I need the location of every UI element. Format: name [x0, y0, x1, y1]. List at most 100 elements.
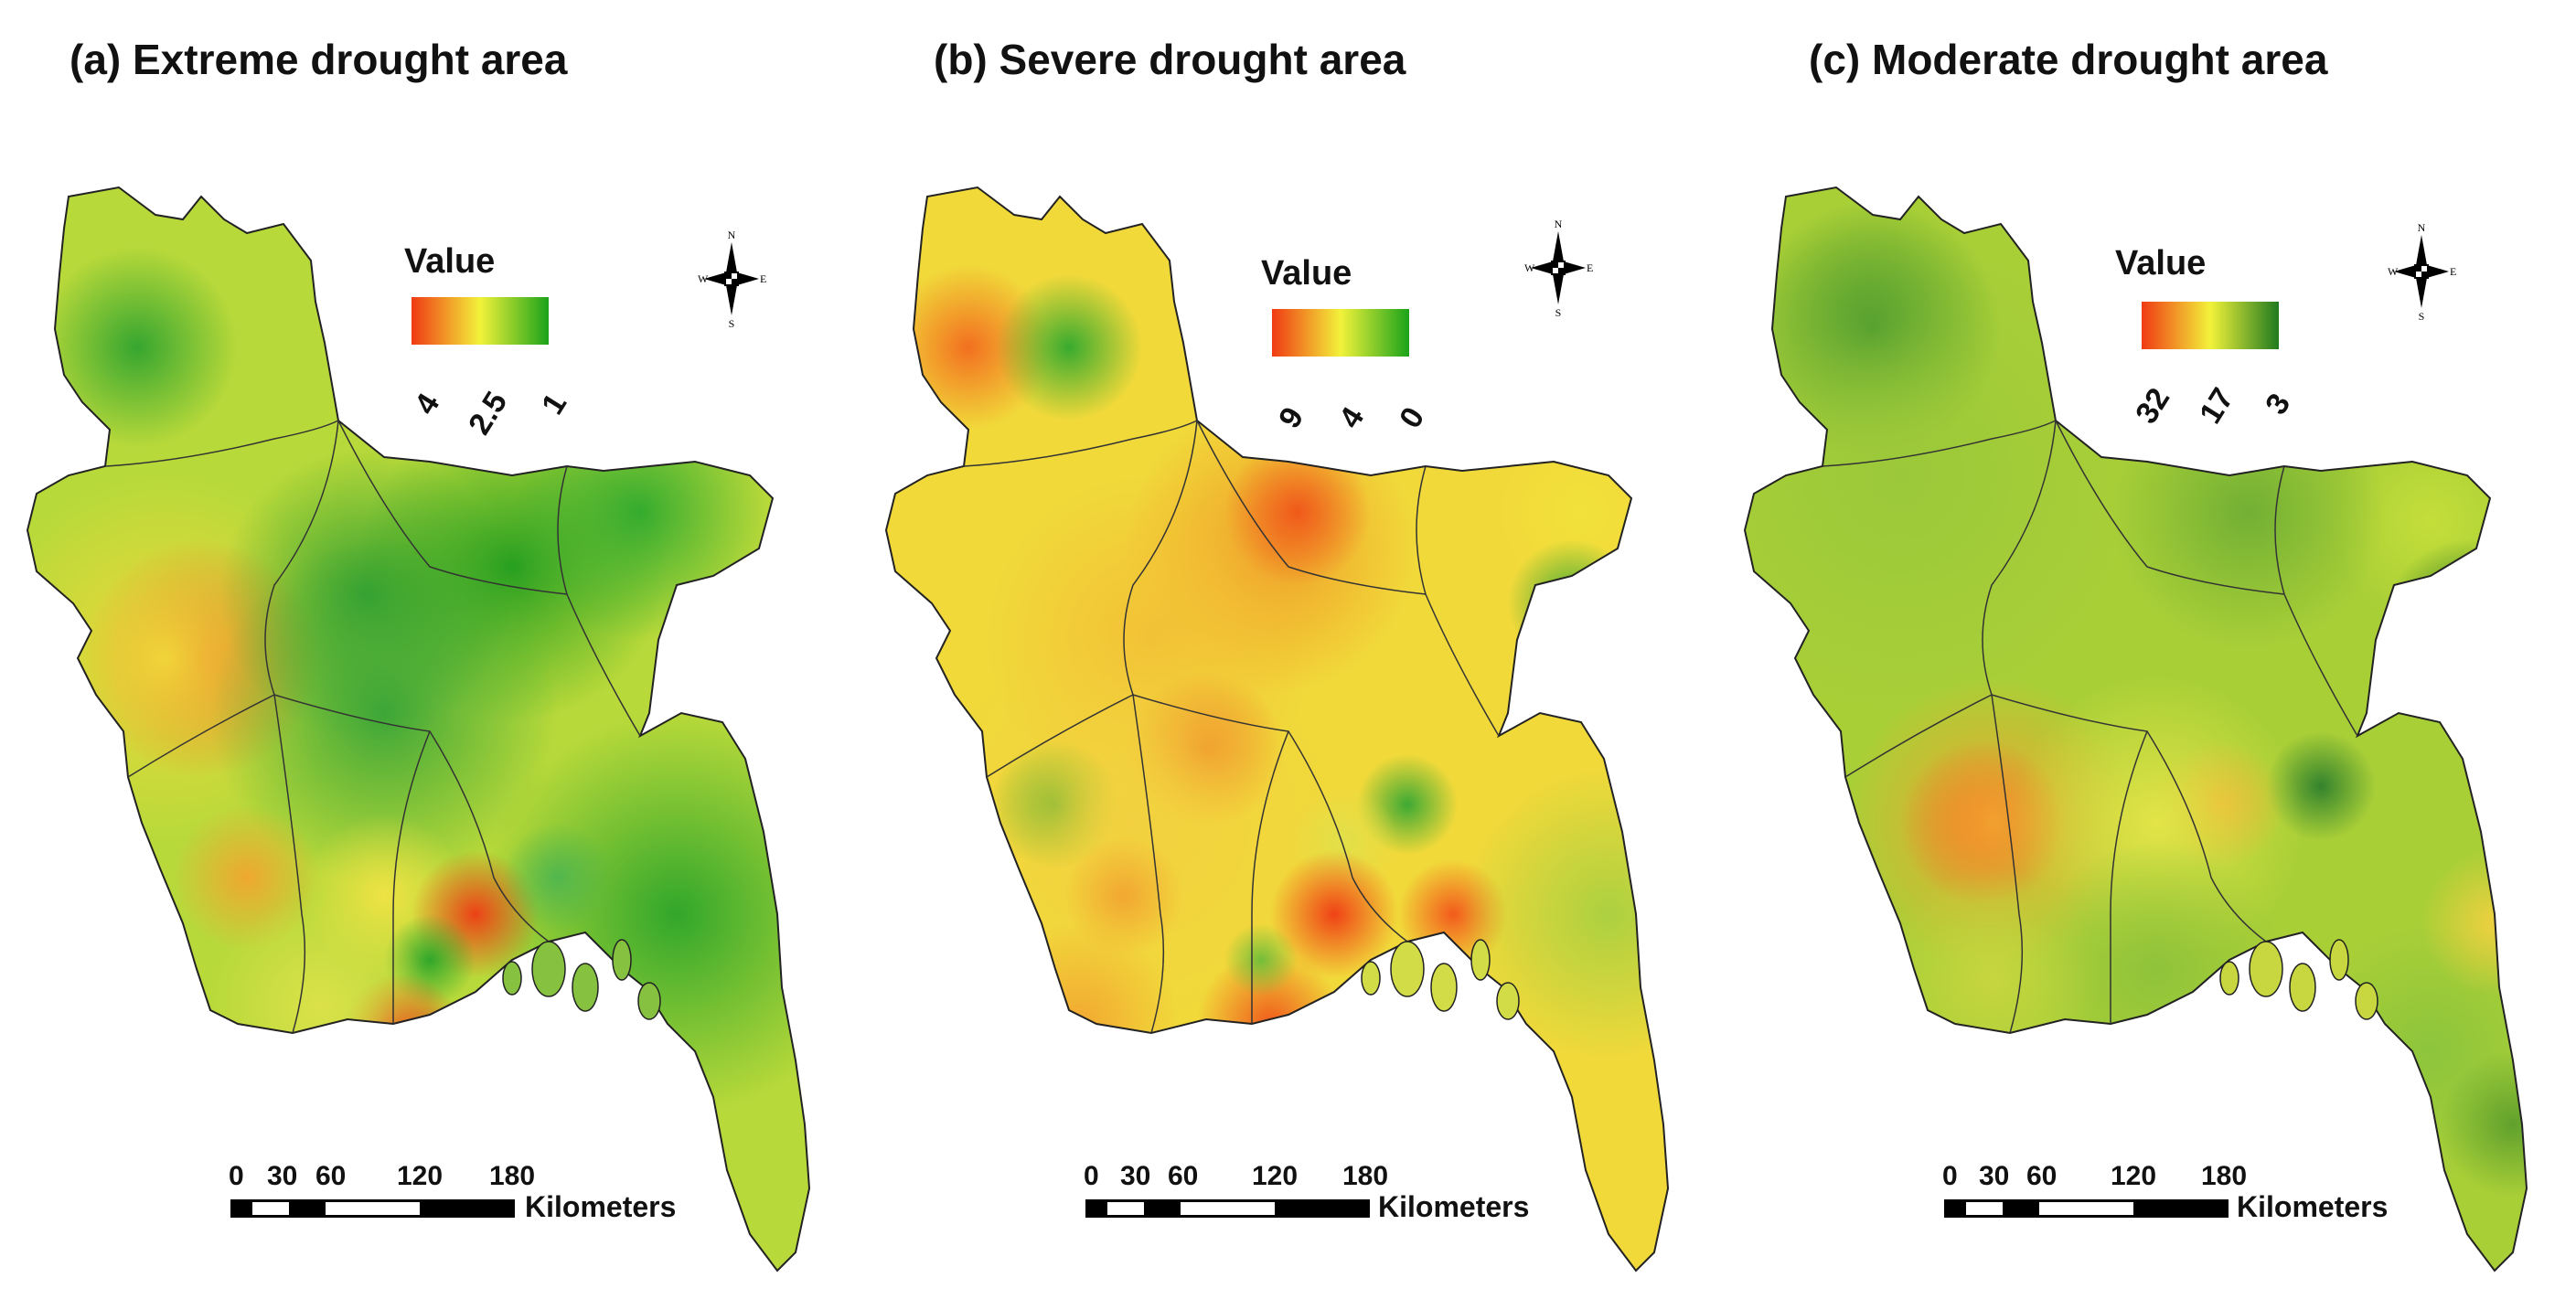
svg-text:N: N [728, 229, 736, 241]
island [1470, 939, 1491, 981]
scale-bar-segment [2038, 1202, 2134, 1215]
coastal-islands [2219, 939, 2378, 1020]
island [1390, 941, 1425, 997]
island [531, 941, 566, 997]
surface-patch [503, 823, 613, 932]
scale-bar-segment [233, 1202, 253, 1215]
svg-text:S: S [2419, 310, 2425, 322]
scale-bar-segment [288, 1202, 326, 1215]
surface-patch [210, 896, 430, 1115]
scale-bar [1085, 1199, 1370, 1218]
surface-patch [1654, 868, 1668, 978]
scale-bar-segment [252, 1202, 289, 1215]
scale-bar-segment [1088, 1202, 1108, 1215]
svg-text:W: W [1524, 261, 1535, 274]
legend-color-ramp [412, 297, 549, 345]
surface-patch [210, 539, 558, 887]
surface-patch [37, 247, 238, 448]
surface-patch [2440, 1051, 2527, 1198]
scale-unit: Kilometers [525, 1190, 677, 1223]
scale-bar-segment [1275, 1202, 1367, 1215]
panel-title: (b) Severe drought area [934, 36, 1406, 83]
island [2355, 982, 2378, 1020]
legend-color-ramp [2142, 302, 2279, 349]
svg-text:W: W [698, 272, 709, 285]
surface-patch [1882, 868, 2101, 1088]
division-boundary [1991, 694, 2024, 1034]
division-boundary [1991, 694, 2267, 943]
division-boundaries [1822, 420, 2358, 1034]
panel-title: (c) Moderate drought area [1809, 36, 2328, 83]
division-boundary [273, 694, 550, 943]
coastal-islands [1361, 939, 1520, 1020]
surface-patch [1224, 923, 1298, 996]
scale-bar-segment [1107, 1202, 1144, 1215]
division-boundary [1982, 420, 2057, 696]
scale-bar-segment [420, 1202, 512, 1215]
division-boundary [127, 694, 275, 778]
island [502, 961, 522, 996]
svg-text:S: S [1555, 306, 1562, 318]
map-bangladesh-moderate [1744, 186, 2528, 1272]
north-arrow-icon: N S W E [2385, 221, 2458, 323]
island [612, 939, 632, 981]
scale-bar [230, 1199, 515, 1218]
legend-title: Value [1261, 254, 1352, 293]
scale-bar-segment [1966, 1202, 2003, 1215]
legend-color-ramp [1272, 309, 1409, 357]
legend-title: Value [404, 242, 496, 281]
panel-title: (a) Extreme drought area [69, 36, 568, 83]
surface-patch [996, 274, 1142, 421]
division-boundary [104, 420, 339, 467]
surface-patch [1064, 836, 1183, 955]
island [1361, 961, 1381, 996]
division-boundary [963, 420, 1198, 467]
map-bangladesh-extreme [27, 186, 810, 1272]
svg-text:S: S [729, 317, 735, 329]
coastal-islands [502, 939, 661, 1020]
division-boundary [264, 420, 339, 696]
division-boundary [1416, 465, 1500, 737]
division-boundaries [104, 420, 641, 1034]
surface-patch [512, 384, 768, 640]
island [637, 982, 661, 1020]
scale-bar-segment [2133, 1202, 2226, 1215]
division-boundary [557, 465, 641, 737]
scale-unit: Kilometers [1378, 1190, 1530, 1223]
division-boundary [1844, 694, 1993, 778]
division-boundary [986, 694, 1134, 778]
division-boundary [1251, 730, 1289, 1024]
island [572, 963, 599, 1012]
division-boundaries [963, 420, 1500, 1034]
scale-bar-segment [2002, 1202, 2039, 1215]
island [2329, 939, 2349, 981]
island [2289, 963, 2316, 1012]
island [1430, 963, 1458, 1012]
division-boundary [1132, 694, 1408, 943]
scale-bar-segment [1947, 1202, 1967, 1215]
surface-patch [1462, 768, 1668, 1060]
scale-bar-segment [325, 1202, 421, 1215]
panel-severe-drought: (b) Severe drought area Value 9 4 0 N S … [859, 0, 1717, 1310]
division-boundary [2274, 465, 2358, 737]
map-bangladesh-severe [885, 186, 1669, 1272]
scale-bar-segment [1180, 1202, 1276, 1215]
division-boundary [1822, 420, 2057, 467]
division-boundary [273, 694, 306, 1034]
scale-bar [1944, 1199, 2229, 1218]
island [2219, 961, 2239, 996]
panel-extreme-drought: (a) Extreme drought area Value 4 2.5 1 N… [0, 0, 859, 1310]
division-boundary [2055, 420, 2285, 595]
north-arrow-icon: N S W E [695, 229, 768, 330]
svg-text:N: N [1555, 218, 1563, 230]
svg-text:N: N [2418, 221, 2426, 234]
svg-text:W: W [2388, 265, 2399, 278]
panel-moderate-drought: (c) Moderate drought area Value 32 17 3 … [1717, 0, 2576, 1310]
surface-patch [978, 923, 1179, 1124]
division-boundary [1196, 420, 1427, 595]
legend-title: Value [2115, 244, 2207, 282]
surface-patch [1508, 539, 1636, 667]
island [2249, 941, 2283, 997]
island [1496, 982, 1520, 1020]
division-boundary [392, 730, 431, 1024]
